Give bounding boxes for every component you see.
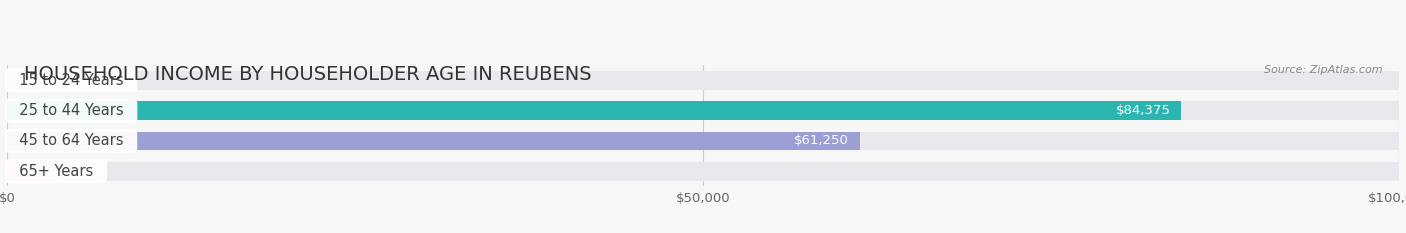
Bar xyxy=(7,71,46,90)
Bar xyxy=(7,132,859,150)
Text: HOUSEHOLD INCOME BY HOUSEHOLDER AGE IN REUBENS: HOUSEHOLD INCOME BY HOUSEHOLDER AGE IN R… xyxy=(24,65,592,84)
Text: $0: $0 xyxy=(58,74,75,87)
Bar xyxy=(7,101,1181,120)
Bar xyxy=(7,162,1399,181)
Bar xyxy=(7,71,1399,90)
Bar xyxy=(7,101,1399,120)
Text: $84,375: $84,375 xyxy=(1115,104,1170,117)
Text: Source: ZipAtlas.com: Source: ZipAtlas.com xyxy=(1264,65,1382,75)
Text: $61,250: $61,250 xyxy=(793,134,848,147)
Bar xyxy=(7,162,46,181)
Text: 65+ Years: 65+ Years xyxy=(10,164,103,179)
Text: 15 to 24 Years: 15 to 24 Years xyxy=(10,73,132,88)
Text: $0: $0 xyxy=(58,165,75,178)
Text: 45 to 64 Years: 45 to 64 Years xyxy=(10,134,132,148)
Text: 25 to 44 Years: 25 to 44 Years xyxy=(10,103,132,118)
Bar xyxy=(7,132,1399,150)
